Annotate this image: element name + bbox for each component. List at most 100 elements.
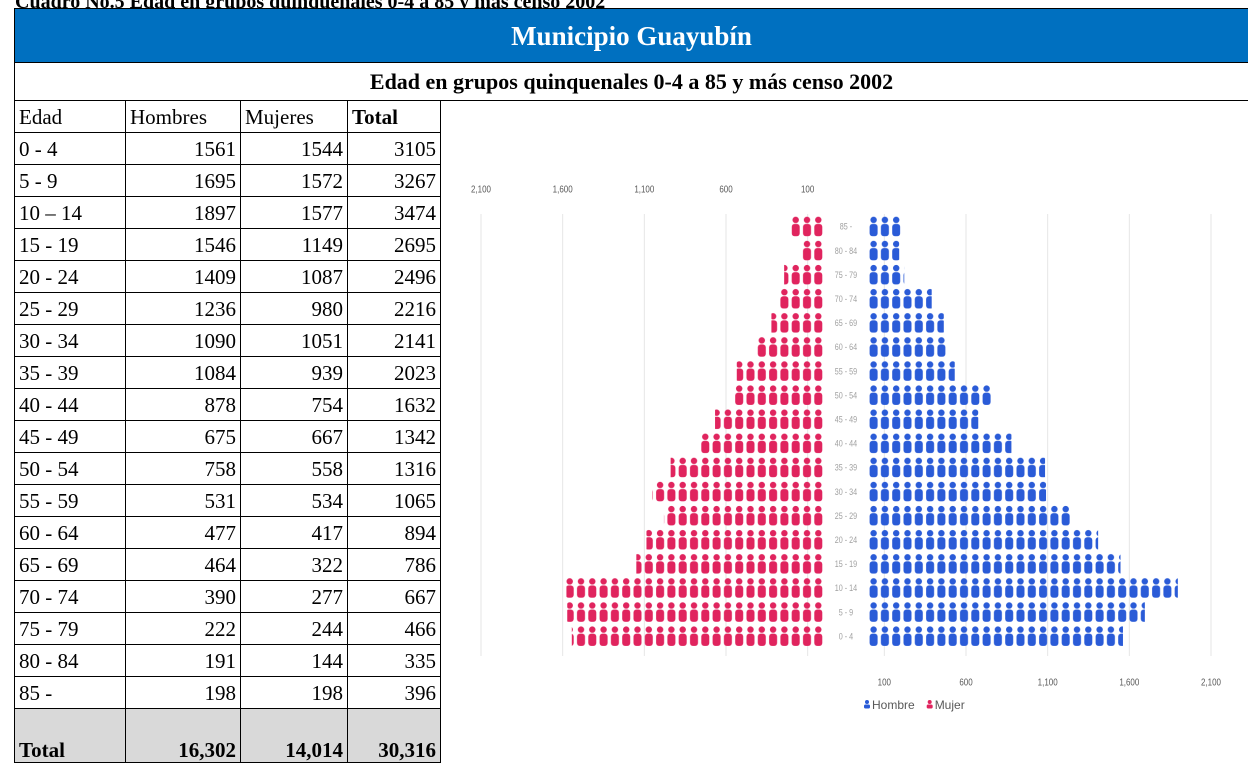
table-cell: 0 - 4 <box>14 132 126 165</box>
table-cell: 2216 <box>347 292 441 325</box>
table-cell: 55 - 59 <box>14 484 126 517</box>
table-cell: 417 <box>240 516 348 549</box>
table-cell: 1695 <box>125 164 241 197</box>
table-cell: 30 - 34 <box>14 324 126 357</box>
bar-hombre <box>868 481 1047 502</box>
bar-hombre <box>868 505 1070 526</box>
legend-item: Mujer <box>926 698 965 712</box>
bar-mujer <box>800 240 824 261</box>
bar-mujer <box>652 481 824 502</box>
bar-hombre <box>868 216 901 237</box>
category-label: 50 - 54 <box>835 391 858 401</box>
table-row: 80 - 84 191 144 335 <box>14 644 441 677</box>
table-cell: 1577 <box>240 196 348 229</box>
bar-mujer <box>791 216 824 237</box>
bar-mujer <box>636 553 824 574</box>
bar-hombre <box>868 409 979 430</box>
bar-hombre <box>868 577 1178 598</box>
bar-mujer <box>566 577 824 598</box>
category-label: 5 - 9 <box>839 608 854 618</box>
table-cell: 1149 <box>240 228 348 261</box>
bar-mujer <box>778 288 824 309</box>
category-label: 25 - 29 <box>835 511 858 521</box>
bar-hombre <box>868 264 905 285</box>
bar-mujer <box>771 312 824 333</box>
total-cell: 14,014 <box>240 708 348 763</box>
table-row: 85 -198 198 396 <box>14 676 441 709</box>
table-cell: 1897 <box>125 196 241 229</box>
table-row: 25 - 29 1236 980 2216 <box>14 292 441 325</box>
table-cell: 40 - 44 <box>14 388 126 421</box>
x-tick-label: 1,600 <box>553 184 573 195</box>
bar-hombre <box>868 433 1012 454</box>
category-label: 70 - 74 <box>835 294 858 304</box>
table-cell: 60 - 64 <box>14 516 126 549</box>
table-cell: 3267 <box>347 164 441 197</box>
total-cell: Total <box>14 708 126 763</box>
table-cell: 244 <box>240 612 348 645</box>
x-tick-label: 600 <box>959 677 972 688</box>
category-label: 45 - 49 <box>835 415 858 425</box>
category-label: 15 - 19 <box>835 559 858 569</box>
bar-hombre <box>868 336 946 357</box>
table-cell: 45 - 49 <box>14 420 126 453</box>
table-cell: 390 <box>125 580 241 613</box>
category-label: 35 - 39 <box>835 463 858 473</box>
bar-hombre <box>868 553 1121 574</box>
table-cell: 1316 <box>347 452 441 485</box>
table-cell: 2496 <box>347 260 441 293</box>
bar-mujer <box>732 385 824 405</box>
table-cell: 531 <box>125 484 241 517</box>
table-row: 30 - 34 1090 1051 2141 <box>14 324 441 357</box>
category-label: 20 - 24 <box>835 535 858 545</box>
table-row: 15 - 19 1546 1149 2695 <box>14 228 441 261</box>
legend-item: Hombre <box>864 698 915 712</box>
bar-mujer <box>571 626 824 646</box>
category-label: 75 - 79 <box>835 270 858 280</box>
table-cell: 1572 <box>240 164 348 197</box>
table-row: 55 - 59 531 534 1065 <box>14 484 441 517</box>
category-label: 30 - 34 <box>835 487 858 497</box>
bar-mujer <box>715 409 824 430</box>
bar-hombre <box>868 601 1145 622</box>
table-cell: 25 - 29 <box>14 292 126 325</box>
table-cell: 75 - 79 <box>14 612 126 645</box>
category-label: 60 - 64 <box>835 342 858 352</box>
table-cell: 1084 <box>125 356 241 389</box>
column-header: Hombres <box>125 100 241 133</box>
table-cell: 2023 <box>347 356 441 389</box>
bar-hombre <box>868 240 900 261</box>
table-cell: 5 - 9 <box>14 164 126 197</box>
table-cell: 980 <box>240 292 348 325</box>
legend-icon <box>927 700 932 704</box>
table-cell: 144 <box>240 644 348 677</box>
table-cell: 65 - 69 <box>14 548 126 581</box>
x-tick-label: 100 <box>878 677 891 688</box>
category-label: 65 - 69 <box>835 318 858 328</box>
table-cell: 667 <box>240 420 348 453</box>
legend-icon <box>926 704 933 709</box>
category-label: 40 - 44 <box>835 439 858 449</box>
bar-hombre <box>868 385 992 405</box>
x-tick-label: 100 <box>801 184 814 195</box>
legend-icon <box>865 700 869 704</box>
bar-mujer <box>755 336 824 357</box>
bar-hombre <box>868 288 932 309</box>
category-label: 10 - 14 <box>835 583 858 593</box>
x-tick-label: 1,100 <box>1038 677 1058 688</box>
table-cell: 198 <box>240 676 348 709</box>
table-cell: 675 <box>125 420 241 453</box>
column-header: Total <box>347 100 441 133</box>
table-cell: 80 - 84 <box>14 644 126 677</box>
category-label: 0 - 4 <box>839 632 854 642</box>
table-row: 0 - 4 1561 1544 3105 <box>14 132 441 165</box>
table-cell: 396 <box>347 676 441 709</box>
x-tick-label: 2,100 <box>1201 677 1221 688</box>
bar-hombre <box>868 360 955 381</box>
table-cell: 1051 <box>240 324 348 357</box>
bar-mujer <box>784 264 824 285</box>
table-cell: 1087 <box>240 260 348 293</box>
table-cell: 1342 <box>347 420 441 453</box>
table-cell: 10 – 14 <box>14 196 126 229</box>
